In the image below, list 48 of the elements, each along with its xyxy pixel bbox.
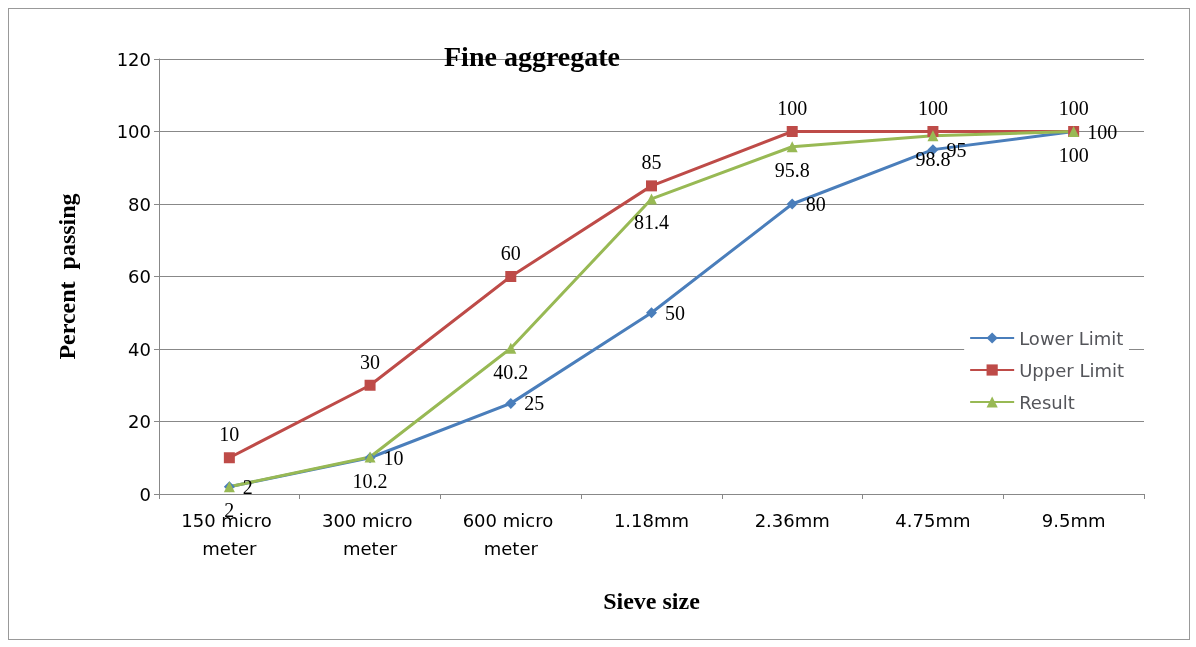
point <box>646 193 657 205</box>
data-label: 10 <box>219 423 240 446</box>
data-label: 100 <box>917 97 948 119</box>
data-label: 81.4 <box>634 211 669 234</box>
data-label: 30 <box>360 350 381 373</box>
point <box>364 379 376 391</box>
legend-label: Upper Limit <box>1019 359 1125 381</box>
point <box>505 342 517 354</box>
x-tick-label: 300 micro meter <box>321 509 419 559</box>
data-label: 100 <box>1087 120 1118 143</box>
x-tick-label: 1.18mm <box>613 509 690 531</box>
legend-label: Result <box>1019 391 1075 413</box>
point <box>786 126 798 137</box>
x-tick-label: 4.75mm <box>895 509 971 531</box>
data-label: 100 <box>1058 144 1089 166</box>
y-axis-title: Percent passing <box>54 193 80 360</box>
data-label: 95.8 <box>774 159 810 182</box>
data-label: 40.2 <box>493 360 529 383</box>
y-tick-label: 120 <box>116 48 151 70</box>
point <box>786 141 798 153</box>
x-tick-label: 2.36mm <box>754 509 830 531</box>
chart-title: Fine aggregate <box>444 40 620 72</box>
point <box>505 271 517 282</box>
y-tick-label: 40 <box>128 338 151 360</box>
data-label: 50 <box>665 301 685 324</box>
data-label: 25 <box>524 392 545 415</box>
data-label: 10 <box>383 446 404 469</box>
x-tick-label: 9.5mm <box>1041 509 1106 531</box>
y-tick-label: 80 <box>128 193 151 215</box>
point <box>786 198 798 210</box>
x-tick-label: 600 micro meter <box>462 509 559 559</box>
legend-label: Lower Limit <box>1019 327 1124 349</box>
point <box>223 452 235 464</box>
y-tick-label: 100 <box>116 121 151 142</box>
y-tick-label: 0 <box>139 483 151 505</box>
data-label: 100 <box>1058 97 1089 119</box>
point <box>505 397 517 409</box>
data-label: 100 <box>777 97 808 119</box>
point <box>646 180 657 192</box>
data-label: 60 <box>500 242 521 264</box>
point <box>646 307 657 319</box>
data-label: 10.2 <box>352 469 388 492</box>
x-axis-title: Sieve size <box>603 588 701 614</box>
data-label: 80 <box>805 193 826 215</box>
y-tick-label: 20 <box>128 411 151 432</box>
data-label: 85 <box>641 151 662 174</box>
y-tick-label: 60 <box>128 266 151 287</box>
point <box>927 130 939 142</box>
